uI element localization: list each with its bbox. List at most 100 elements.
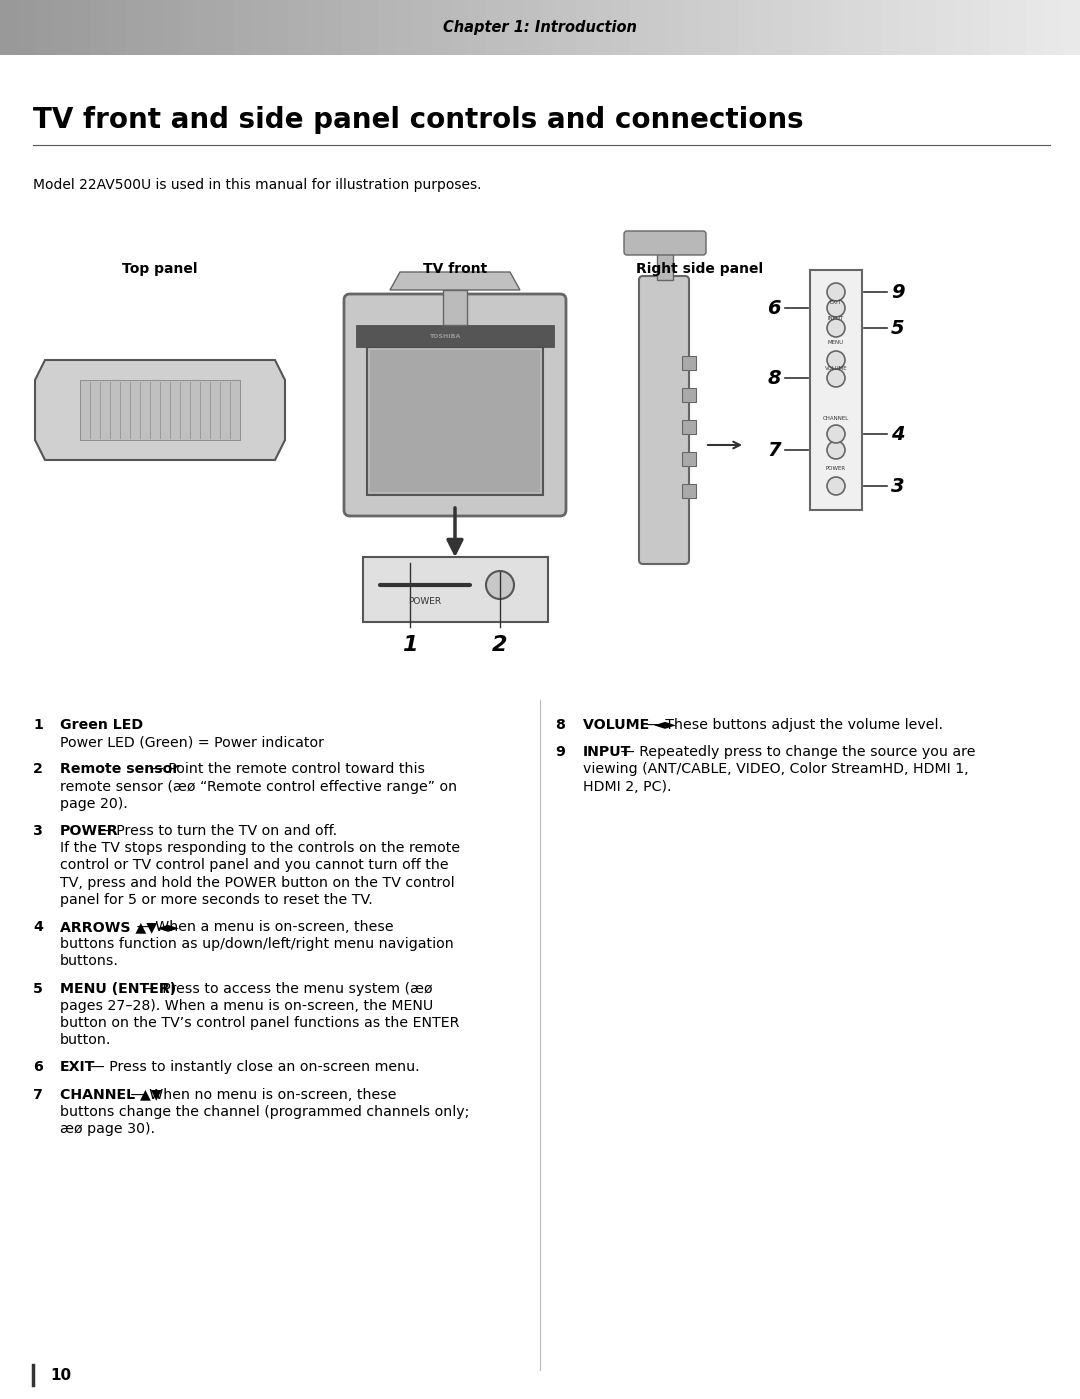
Text: Remote sensor: Remote sensor bbox=[60, 762, 179, 776]
Text: Model 22AV500U is used in this manual for illustration purposes.: Model 22AV500U is used in this manual fo… bbox=[33, 178, 482, 192]
Text: 10: 10 bbox=[50, 1367, 71, 1382]
Bar bbox=[72, 0, 91, 55]
Circle shape bbox=[827, 319, 845, 337]
Bar bbox=[378, 0, 397, 55]
Bar bbox=[370, 350, 540, 492]
Bar bbox=[954, 0, 973, 55]
Bar bbox=[828, 0, 847, 55]
Bar bbox=[162, 0, 181, 55]
Text: 4: 4 bbox=[891, 424, 905, 443]
Bar bbox=[657, 252, 673, 280]
Bar bbox=[356, 325, 554, 347]
Text: 9: 9 bbox=[891, 283, 905, 302]
Bar bbox=[810, 270, 862, 511]
Text: — When no menu is on-screen, these: — When no menu is on-screen, these bbox=[125, 1087, 396, 1101]
Text: buttons function as up/down/left/right menu navigation: buttons function as up/down/left/right m… bbox=[60, 937, 454, 951]
Text: MENU (ENTER): MENU (ENTER) bbox=[60, 982, 176, 996]
Bar bbox=[1026, 0, 1045, 55]
Bar bbox=[342, 0, 361, 55]
Bar bbox=[486, 0, 505, 55]
Text: pages 27–28). When a menu is on-screen, the MENU: pages 27–28). When a menu is on-screen, … bbox=[60, 999, 433, 1013]
Bar bbox=[198, 0, 217, 55]
Bar bbox=[594, 0, 613, 55]
Circle shape bbox=[827, 283, 845, 301]
Text: MENU: MENU bbox=[828, 340, 845, 346]
Bar bbox=[522, 0, 541, 55]
Text: TOSHIBA: TOSHIBA bbox=[430, 333, 461, 339]
Bar bbox=[252, 0, 271, 55]
Text: 7: 7 bbox=[33, 1087, 43, 1101]
Text: page 20).: page 20). bbox=[60, 797, 127, 811]
Text: — Repeatedly press to change the source you are: — Repeatedly press to change the source … bbox=[616, 746, 975, 760]
Bar bbox=[450, 0, 469, 55]
Text: 2: 2 bbox=[492, 635, 508, 655]
Bar bbox=[324, 0, 343, 55]
Circle shape bbox=[827, 425, 845, 443]
Text: Chapter 1: Introduction: Chapter 1: Introduction bbox=[443, 20, 637, 35]
Bar bbox=[681, 420, 696, 434]
Bar bbox=[810, 0, 829, 55]
Bar bbox=[80, 381, 240, 441]
Bar bbox=[0, 0, 19, 55]
Text: — Press to access the menu system (æø: — Press to access the menu system (æø bbox=[138, 982, 432, 996]
Circle shape bbox=[827, 477, 845, 495]
Text: 1: 1 bbox=[402, 635, 418, 655]
Bar bbox=[666, 0, 685, 55]
Text: Green LED: Green LED bbox=[60, 718, 144, 732]
Bar bbox=[990, 0, 1009, 55]
Text: 6: 6 bbox=[33, 1060, 43, 1074]
Bar bbox=[144, 0, 163, 55]
Bar bbox=[576, 0, 595, 55]
Text: 6: 6 bbox=[768, 298, 781, 318]
Bar bbox=[367, 347, 543, 495]
Circle shape bbox=[486, 571, 514, 599]
Text: buttons change the channel (programmed channels only;: buttons change the channel (programmed c… bbox=[60, 1105, 470, 1119]
Bar bbox=[126, 0, 145, 55]
Bar bbox=[681, 388, 696, 402]
Bar bbox=[443, 290, 467, 325]
Bar bbox=[882, 0, 901, 55]
Bar bbox=[630, 0, 649, 55]
Bar bbox=[108, 0, 127, 55]
Text: 8: 8 bbox=[768, 368, 781, 388]
Bar bbox=[540, 0, 559, 55]
Bar bbox=[612, 0, 631, 55]
Bar bbox=[306, 0, 325, 55]
Text: button.: button. bbox=[60, 1034, 111, 1048]
Bar bbox=[1044, 0, 1063, 55]
Text: Power LED (Green) = Power indicator: Power LED (Green) = Power indicator bbox=[60, 736, 324, 750]
Bar bbox=[468, 0, 487, 55]
Text: POWER: POWER bbox=[408, 597, 442, 607]
Bar bbox=[1062, 0, 1080, 55]
Bar bbox=[936, 0, 955, 55]
Bar bbox=[702, 0, 721, 55]
Bar bbox=[756, 0, 775, 55]
Text: HDMI 2, PC).: HDMI 2, PC). bbox=[583, 779, 672, 793]
Text: EXIT: EXIT bbox=[60, 1060, 95, 1074]
Bar bbox=[681, 452, 696, 466]
Circle shape bbox=[827, 299, 845, 318]
Text: — When a menu is on-screen, these: — When a menu is on-screen, these bbox=[132, 921, 394, 935]
Text: Top panel: Top panel bbox=[122, 262, 198, 276]
Text: POWER: POWER bbox=[826, 466, 846, 470]
Bar bbox=[288, 0, 307, 55]
Text: æø page 30).: æø page 30). bbox=[60, 1122, 156, 1136]
Bar bbox=[774, 0, 793, 55]
Circle shape bbox=[827, 441, 845, 459]
Bar bbox=[684, 0, 703, 55]
Text: panel for 5 or more seconds to reset the TV.: panel for 5 or more seconds to reset the… bbox=[60, 893, 373, 907]
Text: — Press to turn the TV on and off.: — Press to turn the TV on and off. bbox=[93, 824, 337, 838]
FancyBboxPatch shape bbox=[345, 294, 566, 516]
Bar bbox=[900, 0, 919, 55]
Bar bbox=[648, 0, 667, 55]
Bar bbox=[738, 0, 757, 55]
Bar bbox=[180, 0, 199, 55]
Bar bbox=[558, 0, 577, 55]
Bar bbox=[681, 484, 696, 498]
Text: CHANNEL: CHANNEL bbox=[823, 416, 849, 421]
Bar bbox=[363, 557, 548, 623]
Text: Right side panel: Right side panel bbox=[636, 262, 764, 276]
Text: ARROWS ▲▼◄►: ARROWS ▲▼◄► bbox=[60, 921, 179, 935]
Bar bbox=[720, 0, 739, 55]
Bar bbox=[396, 0, 415, 55]
